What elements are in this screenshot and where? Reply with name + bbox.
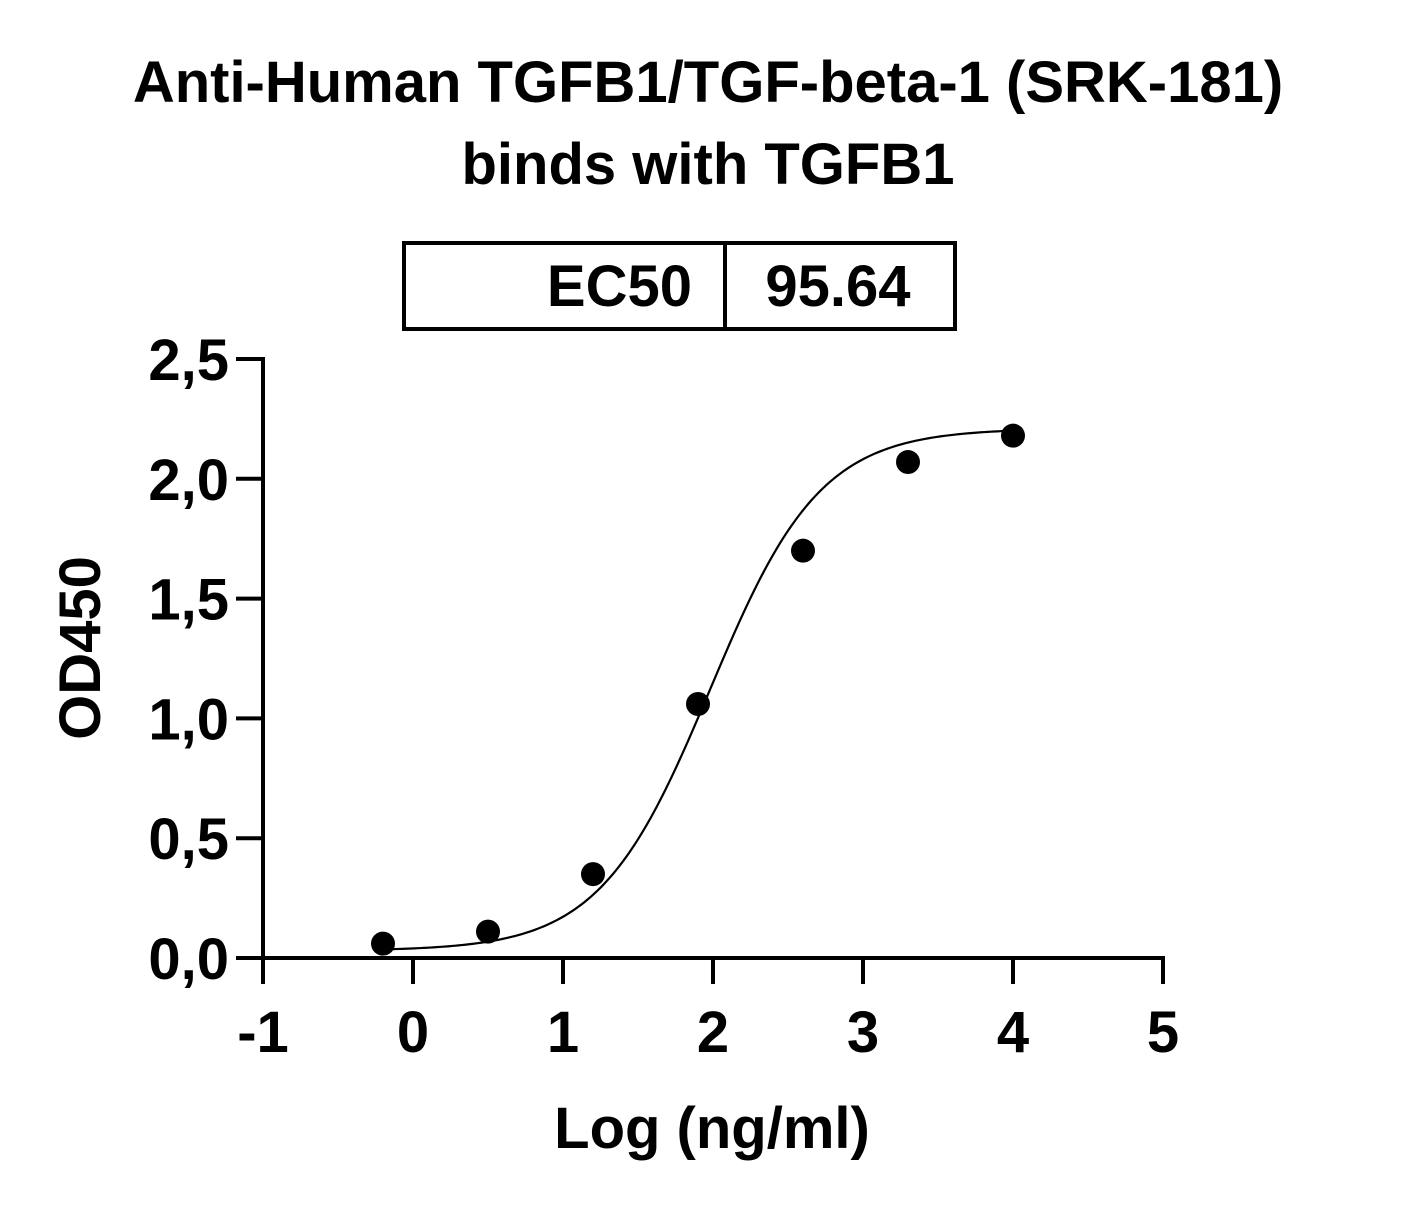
y-tick-label: 2,0 (148, 448, 229, 513)
data-point (476, 919, 500, 944)
x-tick-label: 4 (997, 1000, 1029, 1065)
data-point (896, 450, 920, 475)
y-tick-label: 1,5 (148, 568, 229, 633)
y-tick-label: 1,0 (148, 687, 229, 752)
x-tick-label: -1 (237, 1000, 289, 1065)
ec50-label: EC50 (547, 254, 692, 319)
y-tick-label: 0,0 (148, 927, 229, 992)
data-point (791, 538, 815, 563)
x-axis-title: Log (ng/ml) (554, 1096, 870, 1161)
x-tick-label: 0 (397, 1000, 429, 1065)
y-tick-label: 2,5 (148, 328, 229, 393)
ec50-table: EC50 95.64 (402, 241, 957, 331)
data-points (371, 423, 1025, 956)
y-axis-ticks: 0,0 0,5 1,0 1,5 2,0 2,5 (148, 328, 263, 992)
data-point (1001, 423, 1025, 448)
x-tick-label: 3 (847, 1000, 879, 1065)
chart-title-line-2: binds with TGFB1 (462, 132, 955, 197)
data-point (581, 862, 605, 887)
fit-curve-line (382, 429, 1014, 951)
y-tick-label: 0,5 (148, 807, 229, 872)
data-point (371, 931, 395, 956)
data-point (686, 692, 710, 717)
x-axis-ticks: -1 0 1 2 3 4 5 (237, 958, 1179, 1065)
x-tick-label: 5 (1147, 1000, 1179, 1065)
x-tick-label: 2 (697, 1000, 729, 1065)
x-tick-label: 1 (547, 1000, 579, 1065)
chart-title-line-1: Anti-Human TGFB1/TGF-beta-1 (SRK-181) (133, 50, 1283, 115)
y-axis-title: OD450 (48, 556, 113, 740)
ec50-table-border (402, 241, 957, 331)
ec50-value: 95.64 (765, 254, 910, 319)
